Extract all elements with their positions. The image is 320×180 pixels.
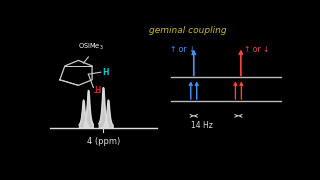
Text: 4 (ppm): 4 (ppm): [87, 137, 120, 146]
Text: H: H: [94, 86, 100, 95]
Text: geminal coupling: geminal coupling: [149, 26, 226, 35]
Text: H: H: [102, 68, 109, 77]
Text: ↑ or ↓: ↑ or ↓: [170, 45, 195, 54]
Text: OSiMe$_3$: OSiMe$_3$: [78, 42, 104, 52]
Text: 14 Hz: 14 Hz: [191, 121, 213, 130]
Text: ↑ or ↓: ↑ or ↓: [244, 45, 270, 54]
